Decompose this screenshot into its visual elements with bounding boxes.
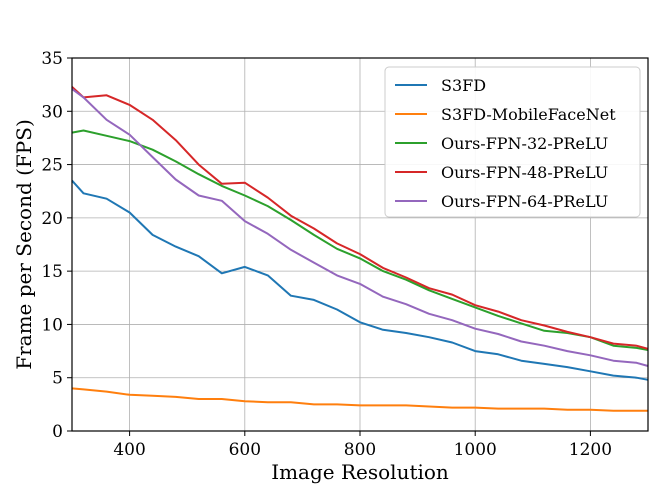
x-tick-label: 1200 — [569, 440, 612, 460]
series-line-s3fd — [71, 179, 649, 381]
y-axis-label: Frame per Second (FPS) — [12, 119, 36, 370]
series-line-ours-fpn-32-prelu — [71, 129, 649, 351]
legend-box — [384, 66, 641, 218]
x-axis-label: Image Resolution — [271, 460, 449, 484]
series-lines — [71, 86, 649, 412]
x-tick-label: 800 — [344, 440, 376, 460]
y-tick-label: 10 — [41, 315, 63, 335]
y-tick-label: 25 — [41, 156, 63, 176]
x-tick-label: 600 — [229, 440, 261, 460]
legend-label: S3FD-MobileFaceNet — [441, 105, 616, 124]
y-tick-label: 0 — [52, 422, 63, 442]
legend-label: Ours-FPN-32-PReLU — [441, 134, 608, 153]
legend-label: Ours-FPN-64-PReLU — [441, 192, 608, 211]
y-tick-label: 30 — [41, 102, 63, 122]
y-tick-label: 20 — [41, 209, 63, 229]
x-tick-label: 400 — [113, 440, 145, 460]
series-line-ours-fpn-48-prelu — [71, 86, 649, 350]
legend-label: Ours-FPN-48-PReLU — [441, 163, 608, 182]
legend: S3FD S3FD-MobileFaceNet Ours-FPN-32-PReLU O… — [384, 66, 641, 218]
y-tick-label: 35 — [41, 49, 63, 69]
x-tick-label: 1000 — [454, 440, 497, 460]
legend-label: S3FD — [441, 76, 486, 95]
y-tick-label: 5 — [52, 369, 63, 389]
axis-ticks: 400 600 800 1000 1200 0 5 10 15 20 25 30 35 — [41, 49, 612, 460]
series-line-ours-fpn-64-prelu — [71, 88, 649, 367]
series-line-s3fd-mobilefacenet — [71, 387, 648, 412]
y-tick-label: 15 — [41, 262, 63, 282]
